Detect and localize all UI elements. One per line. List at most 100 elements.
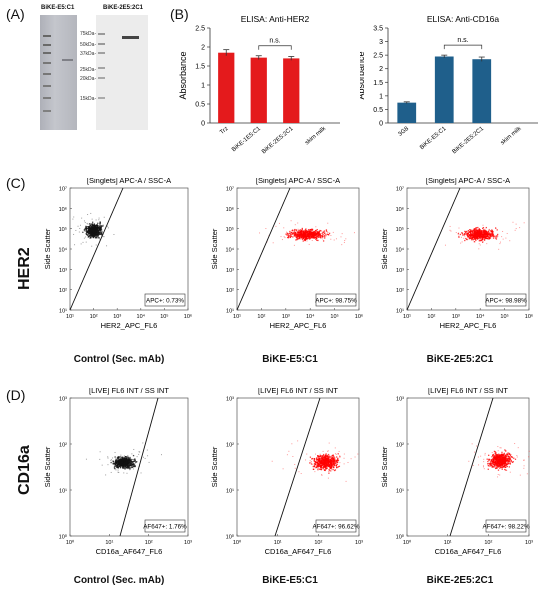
event-dot (335, 456, 338, 458)
event-dot (97, 237, 99, 239)
event-dot (295, 236, 298, 239)
event-dot-sparse (316, 463, 318, 465)
event-dot (91, 224, 93, 226)
event-dot (331, 457, 333, 460)
event-dot-sparse (517, 447, 519, 449)
event-dot (304, 239, 306, 241)
event-dot (329, 466, 332, 469)
event-dot (502, 466, 504, 468)
event-dot (473, 238, 476, 240)
event-dot-sparse (126, 472, 128, 474)
event-dot (325, 462, 328, 465)
event-dot-sparse (136, 456, 138, 458)
event-dot (318, 455, 320, 458)
event-dot (92, 227, 94, 229)
event-dot (489, 232, 491, 234)
y-tick-label: 10¹ (396, 489, 404, 495)
event-dot (304, 239, 307, 242)
event-dot-sparse (146, 449, 148, 451)
event-dot-sparse (123, 455, 125, 457)
event-dot-sparse (139, 451, 141, 453)
event-dot-sparse (509, 461, 511, 463)
event-dot (337, 457, 339, 459)
event-dot (502, 462, 504, 464)
event-dot (332, 466, 335, 469)
event-dot (466, 230, 468, 233)
event-dot-sparse (294, 463, 296, 465)
event-dot-sparse (444, 244, 446, 246)
event-dot (311, 236, 313, 238)
event-dot (302, 230, 305, 233)
gate-label-box (144, 293, 186, 307)
event-dot (87, 236, 90, 238)
event-dot-sparse (144, 457, 146, 459)
event-dot (498, 465, 501, 467)
event-dot-sparse (82, 241, 84, 243)
event-dot (125, 467, 127, 469)
x-tick-label: 10² (314, 540, 322, 546)
event-dot (120, 459, 123, 461)
event-dot-sparse (458, 232, 460, 234)
event-dot (473, 229, 476, 231)
event-dot-sparse (310, 229, 312, 231)
y-tick-label: 10¹ (59, 489, 67, 495)
x-axis-label: CD16a_AF647_FL6 (435, 547, 502, 556)
event-dot (123, 461, 125, 463)
event-dot (509, 458, 511, 460)
event-dot (479, 239, 481, 241)
event-dot (503, 460, 505, 462)
event-dot-sparse (83, 220, 85, 222)
event-dot-sparse (107, 457, 109, 459)
event-dot (492, 237, 495, 239)
event-dot-sparse (483, 461, 485, 463)
event-dot-sparse (519, 474, 521, 476)
event-dot (92, 234, 94, 236)
y-tick-label: 10⁰ (59, 534, 68, 541)
event-dot (320, 456, 323, 459)
event-dot-sparse (460, 236, 462, 238)
event-dot (310, 229, 313, 231)
event-dot-sparse (514, 443, 516, 445)
event-dot-sparse (476, 232, 478, 234)
event-dot (100, 226, 102, 228)
event-dot-sparse (515, 223, 517, 225)
gel-marker-50: 50kDa- (80, 42, 97, 48)
event-dot (130, 464, 132, 467)
event-dot (485, 232, 487, 235)
event-dot (507, 462, 509, 464)
event-dot-sparse (495, 227, 497, 229)
event-dot (480, 231, 482, 233)
event-dot-sparse (314, 471, 316, 473)
event-dot (468, 234, 471, 236)
event-dot (300, 231, 302, 233)
event-dot (485, 237, 488, 240)
event-dot (507, 459, 509, 461)
event-dot-sparse (491, 236, 493, 238)
event-dot-sparse (501, 459, 503, 461)
event-dot (316, 228, 318, 231)
event-dot-sparse (95, 229, 97, 231)
event-dot (464, 239, 466, 242)
event-dot-sparse (297, 440, 299, 442)
event-dot (127, 459, 130, 461)
event-dot-sparse (134, 462, 136, 464)
event-dot (82, 231, 84, 233)
x-tick-label: 10² (427, 314, 435, 320)
x-tick-label: 10⁶ (525, 313, 533, 320)
event-dot (481, 233, 483, 235)
y-tick-label: 10⁵ (226, 226, 234, 233)
event-dot (328, 460, 330, 462)
event-dot-sparse (497, 466, 499, 468)
x-tick-label: 10⁴ (476, 313, 485, 320)
event-dot (490, 458, 492, 461)
event-dot (495, 467, 497, 469)
event-dot-sparse (504, 464, 506, 466)
bar (218, 52, 235, 124)
event-dot (89, 235, 91, 237)
event-dot (477, 232, 479, 235)
event-dot (475, 230, 477, 232)
event-dot (322, 453, 325, 456)
event-dot (88, 226, 91, 228)
event-dot (88, 225, 91, 227)
event-dot (501, 454, 503, 456)
